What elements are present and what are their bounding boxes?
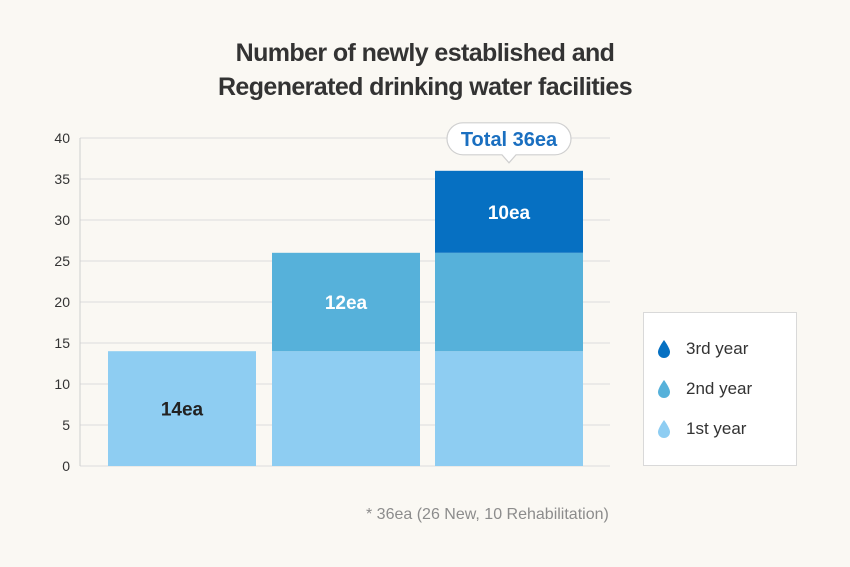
segment-value-label: 12ea xyxy=(325,293,368,314)
water-drop-icon xyxy=(658,380,670,398)
bar-segment xyxy=(435,170,583,253)
water-drop-icon xyxy=(658,340,670,358)
y-tick-label: 5 xyxy=(62,417,70,433)
y-tick-label: 10 xyxy=(54,376,70,392)
bar-segment xyxy=(272,252,420,352)
chart-title: Number of newly established and Regenera… xyxy=(0,36,850,104)
legend-item: 3rd year xyxy=(658,339,748,359)
y-tick-label: 0 xyxy=(62,458,70,474)
chart-title-line-2: Regenerated drinking water facilities xyxy=(217,73,633,101)
callout-total-text: Total 36ea xyxy=(461,129,558,151)
y-tick-label: 40 xyxy=(54,130,70,146)
bars xyxy=(108,170,583,466)
y-tick-label: 35 xyxy=(54,171,70,187)
legend-label: 2nd year xyxy=(686,379,753,398)
callout-bubble xyxy=(446,122,572,164)
legend-item: 2nd year xyxy=(658,379,752,399)
bar-segment xyxy=(435,252,583,352)
legend: 3rd year 2nd year 1st year xyxy=(643,312,797,466)
bar-segment xyxy=(272,351,420,466)
y-axis-ticks: 0 5 10 15 20 25 30 35 40 xyxy=(54,130,70,474)
segment-value-label: 14ea xyxy=(161,400,204,421)
bar-segment xyxy=(108,351,256,466)
legend-item: 1st year xyxy=(658,419,746,439)
y-tick-label: 30 xyxy=(54,212,70,228)
segment-value-label: 10ea xyxy=(488,203,531,224)
segment-labels: 14ea 12ea 10ea xyxy=(161,203,531,421)
y-tick-label: 25 xyxy=(54,253,70,269)
total-callout: Total 36ea xyxy=(446,122,572,164)
water-drop-icon xyxy=(658,420,670,438)
y-tick-label: 15 xyxy=(54,335,70,351)
y-tick-label: 20 xyxy=(54,294,70,310)
bar-segment xyxy=(435,351,583,466)
footnote: * 36ea (26 New, 10 Rehabilitation) xyxy=(366,506,609,523)
legend-label: 1st year xyxy=(686,419,747,438)
chart-title-line-1: Number of newly established and xyxy=(235,39,615,67)
legend-label: 3rd year xyxy=(686,339,749,358)
